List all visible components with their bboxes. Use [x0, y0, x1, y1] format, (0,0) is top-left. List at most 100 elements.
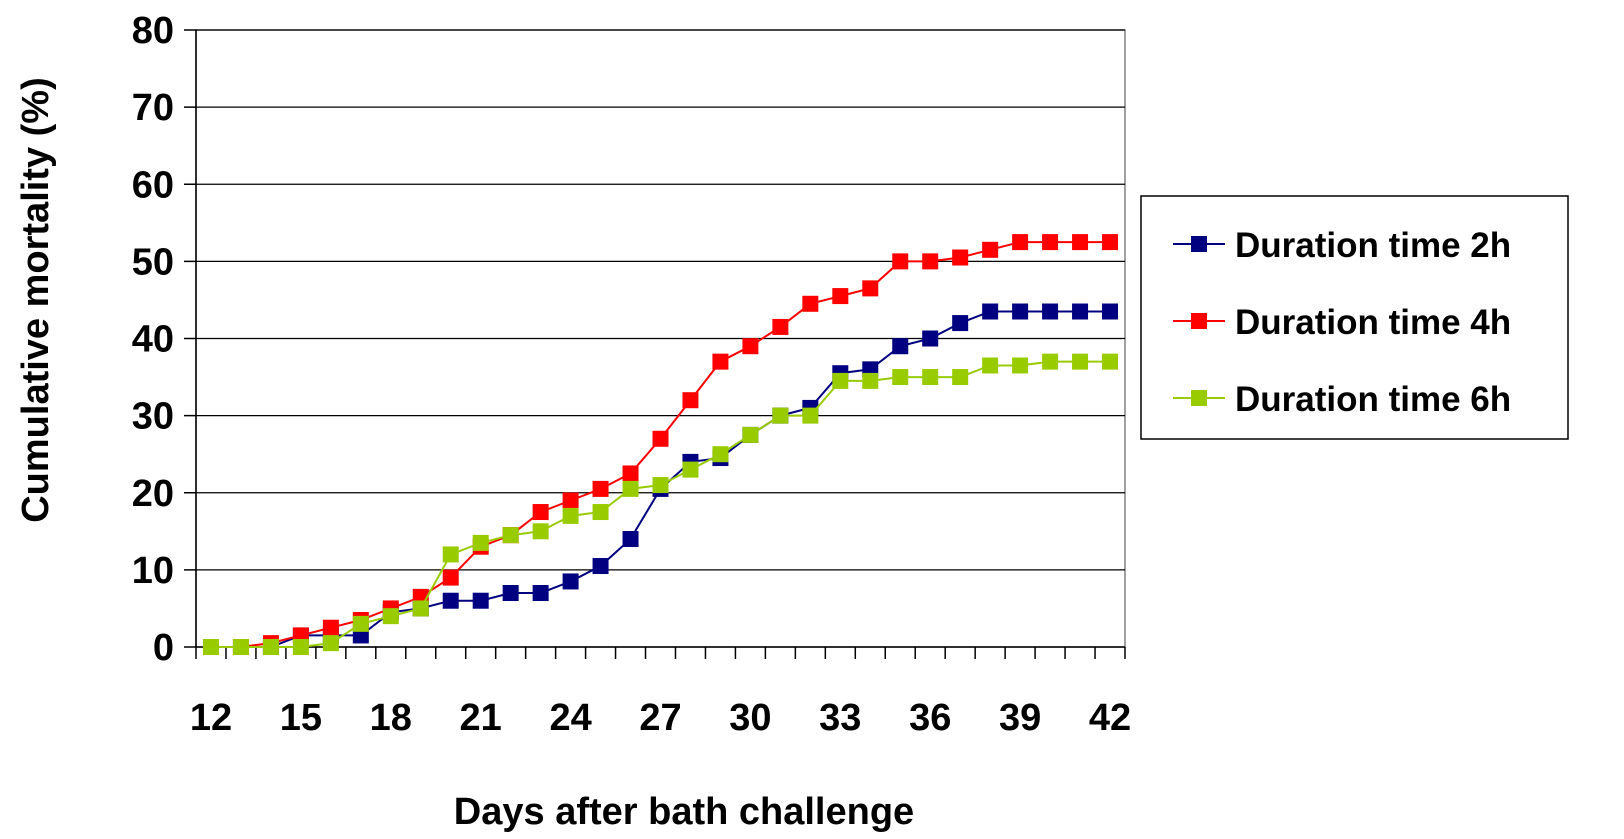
data-point [352, 615, 369, 632]
data-point [472, 592, 489, 609]
data-point [412, 600, 429, 617]
gridlines [196, 29, 1125, 571]
x-tick-label: 27 [639, 697, 681, 739]
data-point [1042, 234, 1059, 251]
data-point [982, 241, 999, 258]
x-tick-label: 18 [370, 697, 412, 739]
data-point [502, 585, 519, 602]
data-point [772, 318, 789, 335]
data-point [1042, 353, 1059, 370]
legend-marker [1191, 390, 1207, 406]
data-point [742, 338, 759, 355]
data-point [622, 531, 639, 548]
data-point [562, 492, 579, 509]
data-point [442, 569, 459, 586]
data-point [622, 480, 639, 497]
legend: Duration time 2h Duration time 4h Duration… [1140, 195, 1569, 440]
x-tick-label: 21 [460, 697, 502, 739]
data-point [772, 407, 789, 424]
y-tick-labels: 0 10 20 30 40 50 60 70 80 [132, 10, 174, 669]
legend-entry: Duration time 6h [1173, 380, 1511, 419]
data-point [262, 639, 279, 655]
data-point [952, 249, 969, 266]
data-point [982, 357, 999, 374]
data-point [1012, 357, 1029, 374]
data-point [592, 504, 609, 521]
data-point [1042, 303, 1059, 320]
data-point [442, 592, 459, 609]
data-point [232, 639, 249, 655]
data-point [1012, 303, 1029, 320]
legend-marker [1191, 313, 1207, 329]
x-tick-label: 24 [549, 697, 591, 739]
data-point [802, 295, 819, 312]
data-point [652, 477, 669, 494]
data-point [892, 253, 909, 270]
y-tick-label: 10 [132, 550, 174, 592]
legend-label: Duration time 2h [1235, 226, 1511, 265]
legend-entry: Duration time 4h [1173, 303, 1511, 342]
y-tick-label: 50 [132, 241, 174, 283]
data-point [1102, 303, 1119, 320]
data-point [1072, 303, 1089, 320]
legend-label: Duration time 4h [1235, 303, 1511, 342]
data-point [1102, 353, 1119, 370]
data-point [922, 253, 939, 270]
data-point [1072, 234, 1089, 251]
legend-label: Duration time 6h [1235, 380, 1511, 419]
data-point [562, 507, 579, 524]
y-tick-label: 0 [153, 627, 174, 669]
data-point [892, 338, 909, 355]
series-layer [202, 234, 1119, 655]
data-point [532, 585, 549, 602]
data-point [682, 392, 699, 409]
data-point [1072, 353, 1089, 370]
x-tick-labels: 12 15 18 21 24 27 30 33 36 39 42 [190, 697, 1131, 739]
data-point [892, 369, 909, 386]
data-point [952, 369, 969, 386]
x-tick-label: 33 [819, 697, 861, 739]
data-point [382, 608, 399, 625]
x-tick-label: 30 [729, 697, 771, 739]
data-point [832, 288, 849, 305]
y-tick-label: 20 [132, 473, 174, 515]
data-point [712, 353, 729, 370]
data-point [802, 407, 819, 424]
data-point [922, 369, 939, 386]
y-tick-label: 40 [132, 319, 174, 361]
data-point [292, 639, 309, 655]
series-3 [202, 353, 1119, 655]
x-tick-label: 42 [1089, 697, 1131, 739]
y-tick-label: 30 [132, 396, 174, 438]
legend-entry: Duration time 2h [1173, 226, 1511, 265]
x-tick-label: 15 [280, 697, 322, 739]
data-point [1102, 234, 1119, 251]
y-tick-label: 60 [132, 164, 174, 206]
x-tick-label: 12 [190, 697, 232, 739]
data-point [982, 303, 999, 320]
data-point [502, 527, 519, 544]
data-point [322, 619, 339, 636]
data-point [652, 430, 669, 447]
data-point [712, 446, 729, 463]
data-point [442, 546, 459, 563]
y-axis-title: Cumulative mortality (%) [15, 77, 57, 523]
data-point [562, 573, 579, 590]
x-axis-title: Days after bath challenge [454, 791, 914, 833]
data-point [862, 372, 879, 389]
data-point [472, 534, 489, 551]
data-point [922, 330, 939, 347]
data-point [532, 504, 549, 521]
y-tick-label: 70 [132, 87, 174, 129]
x-tick-label: 39 [999, 697, 1041, 739]
y-tick-label: 80 [132, 10, 174, 52]
legend-marker [1191, 236, 1207, 252]
data-point [862, 280, 879, 297]
data-point [592, 558, 609, 575]
axes [184, 29, 1126, 659]
data-point [322, 635, 339, 652]
data-point [202, 639, 219, 655]
data-point [832, 372, 849, 389]
data-point [742, 426, 759, 443]
